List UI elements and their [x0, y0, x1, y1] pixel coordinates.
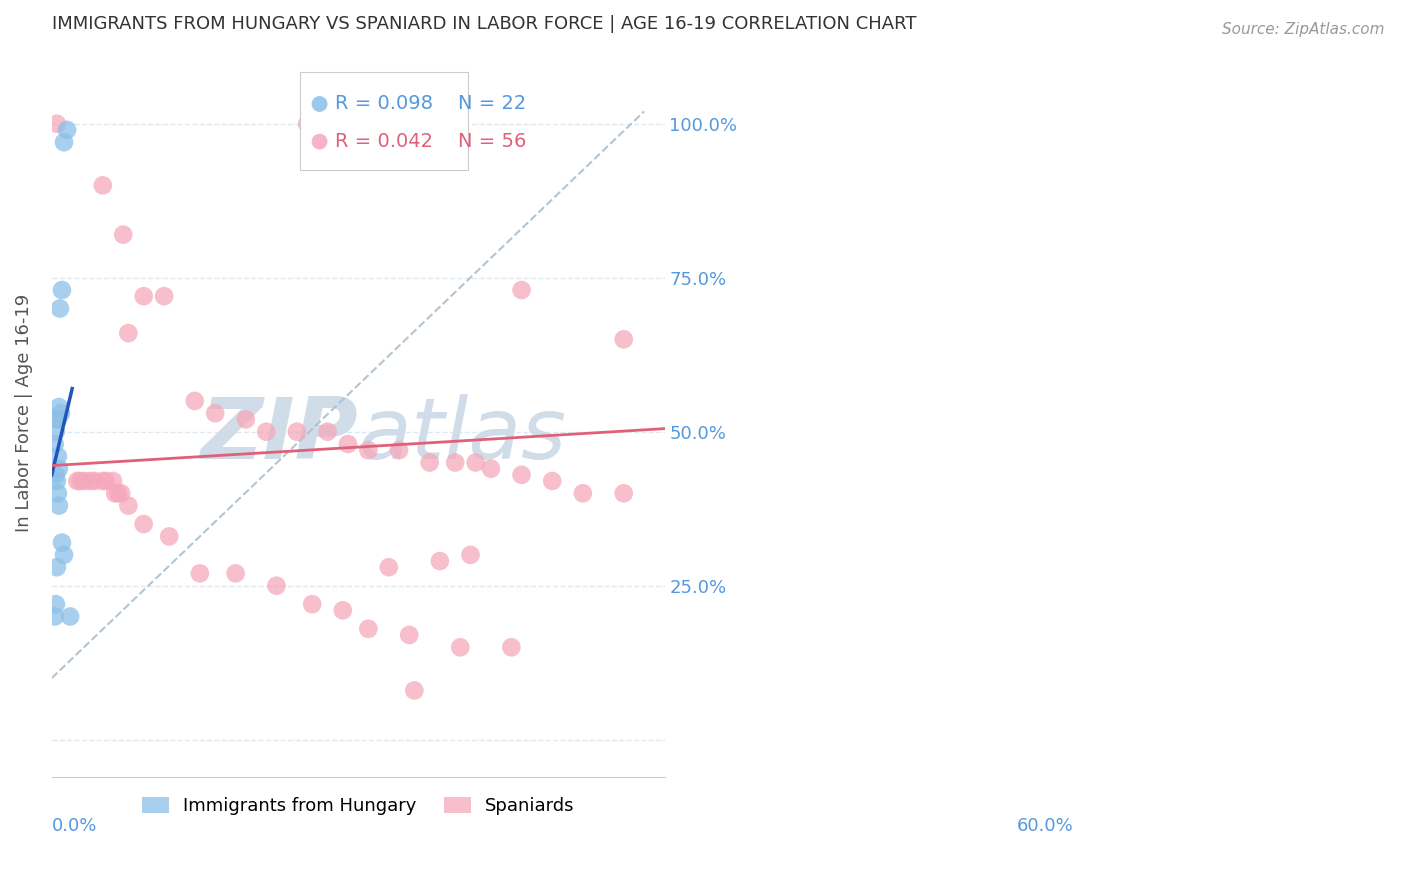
Point [316, 425, 339, 439]
Point [378, 560, 401, 574]
Text: IMMIGRANTS FROM HUNGARY VS SPANIARD IN LABOR FORCE | AGE 16-19 CORRELATION CHART: IMMIGRANTS FROM HUNGARY VS SPANIARD IN L… [52, 15, 917, 33]
Point [132, 517, 155, 532]
Y-axis label: In Labor Force | Age 16-19: In Labor Force | Age 16-19 [15, 294, 32, 533]
Point [398, 628, 420, 642]
Point [117, 326, 139, 340]
Text: R = 0.098    N = 22: R = 0.098 N = 22 [336, 95, 527, 113]
Point [464, 456, 486, 470]
Point [45, 474, 67, 488]
Text: R = 0.042    N = 56: R = 0.042 N = 56 [336, 132, 527, 151]
Point [49, 301, 72, 316]
Point [107, 486, 129, 500]
Point [48, 499, 70, 513]
Point [184, 393, 207, 408]
Point [91, 474, 114, 488]
Point [49, 406, 72, 420]
Point [326, 117, 349, 131]
Point [613, 486, 636, 500]
Point [44, 437, 66, 451]
Point [48, 461, 70, 475]
Text: 60.0%: 60.0% [1017, 816, 1073, 835]
Point [45, 412, 67, 426]
Point [69, 474, 91, 488]
Legend: Immigrants from Hungary, Spaniards: Immigrants from Hungary, Spaniards [135, 789, 582, 822]
Point [486, 162, 509, 177]
Point [388, 443, 411, 458]
Text: ZIP: ZIP [201, 393, 359, 476]
Text: atlas: atlas [359, 393, 567, 476]
Point [53, 548, 76, 562]
Point [59, 609, 82, 624]
Point [510, 467, 533, 482]
Point [132, 289, 155, 303]
Point [444, 456, 467, 470]
Point [404, 683, 426, 698]
Point [46, 486, 69, 500]
Point [479, 461, 502, 475]
Point [357, 443, 380, 458]
Point [336, 437, 359, 451]
Point [45, 467, 67, 482]
Point [501, 640, 523, 655]
Point [204, 406, 226, 420]
Point [254, 425, 277, 439]
Point [45, 560, 67, 574]
Point [157, 529, 180, 543]
Point [66, 474, 89, 488]
Point [51, 283, 73, 297]
Point [295, 117, 318, 131]
Point [45, 117, 67, 131]
FancyBboxPatch shape [299, 71, 468, 169]
Point [285, 425, 308, 439]
Point [301, 597, 323, 611]
Point [46, 412, 69, 426]
Point [45, 597, 67, 611]
Point [357, 622, 380, 636]
Point [429, 554, 451, 568]
Text: Source: ZipAtlas.com: Source: ZipAtlas.com [1222, 22, 1385, 37]
Point [48, 400, 70, 414]
Point [56, 123, 79, 137]
Point [613, 332, 636, 346]
Point [104, 486, 127, 500]
Point [266, 579, 288, 593]
Point [46, 450, 69, 464]
Point [117, 499, 139, 513]
Point [460, 548, 482, 562]
Point [408, 117, 430, 131]
Point [79, 474, 101, 488]
Text: 0.0%: 0.0% [52, 816, 97, 835]
Point [225, 566, 247, 581]
Point [73, 474, 96, 488]
Point [572, 486, 595, 500]
Point [419, 456, 441, 470]
Point [541, 474, 564, 488]
Point [51, 535, 73, 549]
Point [332, 603, 354, 617]
Point [486, 194, 509, 209]
Point [101, 474, 124, 488]
Point [235, 412, 257, 426]
Point [91, 178, 114, 193]
Point [112, 227, 135, 242]
Point [188, 566, 211, 581]
Point [110, 486, 132, 500]
Point [83, 474, 105, 488]
Point [153, 289, 176, 303]
Point [449, 640, 471, 655]
Point [367, 117, 389, 131]
Point [44, 609, 66, 624]
Point [53, 135, 76, 149]
Point [94, 474, 117, 488]
Point [510, 283, 533, 297]
Point [45, 425, 67, 439]
